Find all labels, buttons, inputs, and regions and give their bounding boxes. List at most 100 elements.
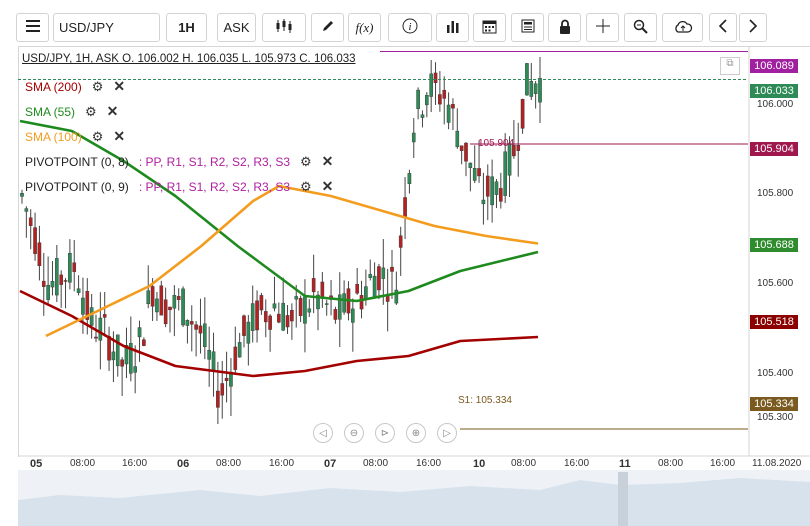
candle-body [20,193,24,197]
zoom-button[interactable] [624,13,657,42]
candle-body [168,306,172,311]
candle-body [416,89,420,109]
gear-icon[interactable]: ⚙ [91,128,104,144]
chart-type-button[interactable] [262,13,306,42]
price-tick: 105.600 [757,278,794,289]
triangle-left-icon: ◁ [319,427,327,439]
scroll-forward-button[interactable]: ▷ [437,423,457,443]
zoom-in-button[interactable]: ⊕ [406,423,426,443]
candle-body [203,323,207,347]
candle-body [411,132,416,143]
close-icon[interactable]: ✕ [113,78,126,94]
price-tick: 105.400 [757,368,794,379]
chevron-left-icon [718,19,728,36]
candle-body [242,315,246,336]
candle-body [216,390,220,408]
candle-body [425,95,429,106]
close-icon[interactable]: ✕ [321,178,334,194]
gear-icon[interactable]: ⚙ [85,103,97,119]
candle-body [520,99,525,129]
time-tick: 16:00 [710,458,736,469]
indicator-legend: : PP, R1, S1, R2, S2, R3, S3 [138,154,291,169]
time-tick: 08:00 [658,458,684,469]
candle-body [377,266,381,291]
time-tick: 16:00 [122,458,148,469]
info-icon: i [402,18,418,37]
gear-icon[interactable]: ⚙ [91,78,104,94]
price-label-pp: 105.904 [750,142,798,156]
candles-icon [275,19,293,36]
info-button[interactable]: i [388,13,432,42]
gear-icon[interactable]: ⚙ [300,153,312,169]
candle-body [111,351,116,361]
time-tick: 08:00 [511,458,537,469]
cloud-upload-button[interactable] [662,13,703,42]
close-icon[interactable]: ✕ [106,103,119,119]
zoom-icon [633,19,648,37]
navigator-handle[interactable] [618,472,628,526]
candle-body [142,339,146,346]
symbol-selector[interactable]: USD/JPY [53,13,160,42]
candle-body [137,327,142,338]
symbol-label: USD/JPY [59,20,114,35]
candle-body [207,349,211,360]
reset-icon: ⊳ [380,427,390,439]
s1-line-label: S1: 105.334 [458,395,512,406]
volume-button[interactable] [436,13,469,42]
candle-body [98,317,103,341]
zoom-out-icon: ⊖ [349,427,359,439]
draw-button[interactable] [311,13,344,42]
time-tick: 08:00 [70,458,96,469]
menu-button[interactable] [16,13,49,42]
ohlc-legend: USD/JPY, 1H, ASK O. 106.002 H. 106.035 L… [22,53,356,65]
scroll-right-button[interactable] [739,13,767,42]
popout-icon[interactable]: ⧉ [720,57,740,75]
cloud-upload-icon [673,19,693,37]
zoom-out-button[interactable]: ⊖ [344,423,364,443]
crosshair-button[interactable] [586,13,619,42]
scroll-back-button[interactable]: ◁ [313,423,333,443]
candle-body [381,267,386,279]
lock-button[interactable] [548,13,581,42]
candle-body [390,266,394,272]
gear-icon[interactable]: ⚙ [300,178,312,194]
news-button[interactable] [511,13,544,42]
candle-body [516,145,521,151]
close-icon[interactable]: ✕ [321,153,334,169]
candle-body [429,73,433,97]
candle-body [50,280,55,288]
candle-body [176,296,181,300]
candle-body [68,253,72,283]
candle-body [499,188,503,202]
candle-body [398,235,403,248]
timeframe-button[interactable]: 1H [166,13,207,42]
candle-body [89,307,94,326]
candle-body [503,151,507,196]
candle-body [163,299,168,325]
candle-body [185,320,190,326]
candle-body [316,294,320,310]
candle-body [446,104,451,123]
scroll-left-button[interactable] [709,13,737,42]
price-type-button[interactable]: ASK [217,13,256,42]
candle-body [311,278,316,293]
chart-area[interactable] [18,46,810,457]
candle-body [150,286,155,307]
reset-view-button[interactable]: ⊳ [375,423,395,443]
close-icon[interactable]: ✕ [113,128,126,144]
zoom-in-icon: ⊕ [411,427,421,439]
price-tick: 105.300 [757,412,794,423]
time-tick: 07 [324,458,337,470]
sma-55-line [19,119,539,303]
candle-body [420,114,425,118]
svg-text:i: i [409,22,412,33]
candle-body [255,300,259,331]
candle-body [394,289,399,304]
candle-body [263,311,268,323]
candle-body [237,342,242,358]
indicators-button[interactable]: f(x) [348,13,381,42]
calendar-button[interactable] [473,13,506,42]
candle-body [320,281,325,299]
indicator-label: PIVOTPOINT (0, 8) [25,154,129,169]
candle-body [37,242,42,267]
